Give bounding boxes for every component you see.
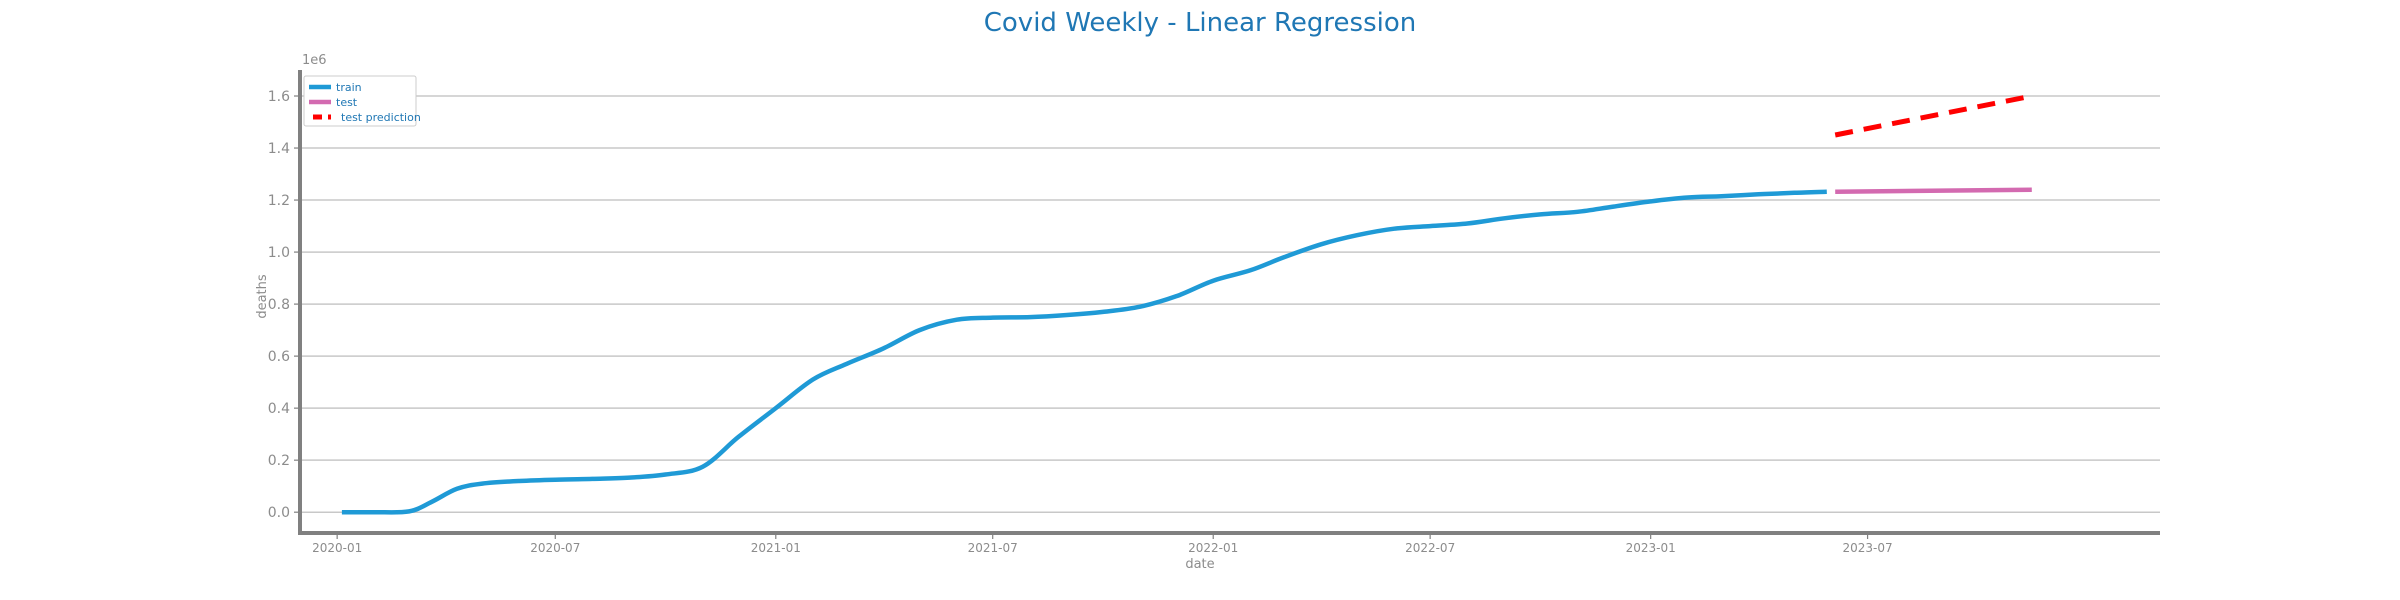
y-offset-label: 1e6 xyxy=(302,53,327,68)
legend: train test test prediction xyxy=(303,75,421,127)
series-line-test xyxy=(1835,187,2032,194)
tick-layer: 0.0 0.2 0.4 0.6 0.8 1.0 1.2 1.4 1.6 2020-01 2020-0… xyxy=(268,89,1893,555)
x-tick-label: 2021-01 xyxy=(751,541,801,555)
axes-layer xyxy=(298,70,2160,535)
y-tick-label: 1.2 xyxy=(268,193,290,209)
y-tick-label: 1.6 xyxy=(268,89,290,105)
y-tick-label: 1.0 xyxy=(268,245,290,261)
y-axis-title: deaths xyxy=(255,274,270,319)
x-tick-label: 2020-07 xyxy=(530,541,580,555)
legend-label-test-prediction: test prediction xyxy=(341,111,421,124)
x-tick-label: 2022-07 xyxy=(1405,541,1455,555)
y-tick-label: 0.6 xyxy=(268,349,290,365)
series-line-test-prediction xyxy=(1834,93,2033,138)
y-tick-label: 0.8 xyxy=(268,297,290,313)
y-tick-label: 0.0 xyxy=(268,505,290,521)
series-layer xyxy=(341,93,2033,515)
legend-label-test: test xyxy=(336,96,358,109)
legend-box xyxy=(303,75,417,127)
grid-layer xyxy=(300,95,2160,513)
x-tick-label: 2023-01 xyxy=(1626,541,1676,555)
chart-title: Covid Weekly - Linear Regression xyxy=(984,8,1416,38)
legend-label-train: train xyxy=(336,81,362,94)
y-tick-label: 0.2 xyxy=(268,453,290,469)
x-tick-label: 2022-01 xyxy=(1188,541,1238,555)
y-tick-label: 0.4 xyxy=(268,401,290,417)
x-tick-label: 2020-01 xyxy=(312,541,362,555)
x-axis-title: date xyxy=(1185,557,1214,572)
series-line-train xyxy=(341,189,1827,515)
x-tick-label: 2021-07 xyxy=(968,541,1018,555)
x-tick-label: 2023-07 xyxy=(1843,541,1893,555)
y-tick-label: 1.4 xyxy=(268,141,290,157)
